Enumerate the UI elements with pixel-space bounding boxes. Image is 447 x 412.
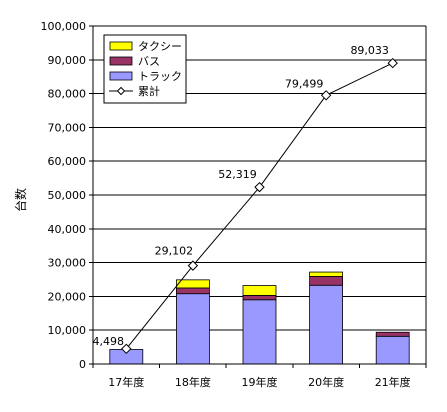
bar-taxi bbox=[309, 271, 344, 277]
y-tick-label: 0 bbox=[79, 358, 86, 371]
cumulative-marker bbox=[187, 260, 199, 271]
bar-bus bbox=[375, 331, 410, 337]
legend-label: 累計 bbox=[138, 84, 160, 98]
y-tick-label: 80,000 bbox=[48, 88, 87, 101]
bar-truck bbox=[242, 299, 277, 365]
bar-taxi bbox=[242, 285, 277, 296]
legend-swatch bbox=[109, 41, 133, 51]
cumulative-marker bbox=[320, 90, 332, 101]
x-tick-label: 20年度 bbox=[308, 375, 344, 389]
y-tick-label: 90,000 bbox=[48, 54, 87, 67]
bar-truck bbox=[375, 335, 410, 365]
y-tick-label: 40,000 bbox=[48, 223, 87, 236]
legend-marker-diamond bbox=[116, 86, 126, 96]
cumulative-data-label: 89,033 bbox=[350, 44, 389, 57]
bar-bus bbox=[242, 294, 277, 301]
legend-label: バス bbox=[138, 55, 160, 68]
y-tick-label: 50,000 bbox=[48, 189, 87, 202]
y-axis-label: 台数 bbox=[13, 188, 28, 212]
legend-swatch bbox=[109, 71, 133, 81]
bar-bus bbox=[309, 276, 344, 286]
bar-truck bbox=[175, 293, 210, 365]
y-tick-label: 10,000 bbox=[48, 324, 87, 337]
y-tick-label: 60,000 bbox=[48, 155, 87, 168]
bar-taxi bbox=[175, 279, 210, 289]
gridlines bbox=[93, 25, 426, 331]
bar-bus bbox=[175, 287, 210, 295]
bars bbox=[109, 271, 410, 365]
bar-truck bbox=[309, 284, 344, 365]
legend-swatch bbox=[109, 56, 133, 66]
cumulative-marker bbox=[121, 343, 132, 355]
axes: 0 10,000 20,000 30,000 40,000 50,000 60,000 70,… bbox=[41, 20, 427, 389]
cumulative-data-label: 29,102 bbox=[155, 245, 194, 258]
y-axis-title: 台数 bbox=[13, 188, 28, 212]
x-tick-label: 19年度 bbox=[242, 375, 278, 389]
cumulative-data-label: 52,319 bbox=[218, 168, 257, 181]
cumulative-data-label: 79,499 bbox=[285, 77, 324, 90]
legend-label: トラック bbox=[138, 70, 182, 83]
legend-label: タクシー bbox=[138, 40, 182, 53]
cumulative-marker bbox=[254, 181, 265, 193]
y-tick-label: 100,000 bbox=[41, 20, 87, 33]
x-tick-label: 21年度 bbox=[375, 375, 411, 389]
y-tick-label: 70,000 bbox=[48, 121, 87, 134]
cumulative-marker bbox=[387, 57, 398, 69]
x-tick-label: 18年度 bbox=[175, 375, 211, 389]
cumulative-data-label: 4,498 bbox=[93, 335, 125, 348]
y-tick-label: 20,000 bbox=[48, 290, 87, 303]
x-tick-label: 17年度 bbox=[108, 375, 144, 389]
cumulative-line: 4,498 29,102 52,319 79,499 89,033 bbox=[93, 44, 398, 355]
y-tick-label: 30,000 bbox=[48, 257, 87, 270]
